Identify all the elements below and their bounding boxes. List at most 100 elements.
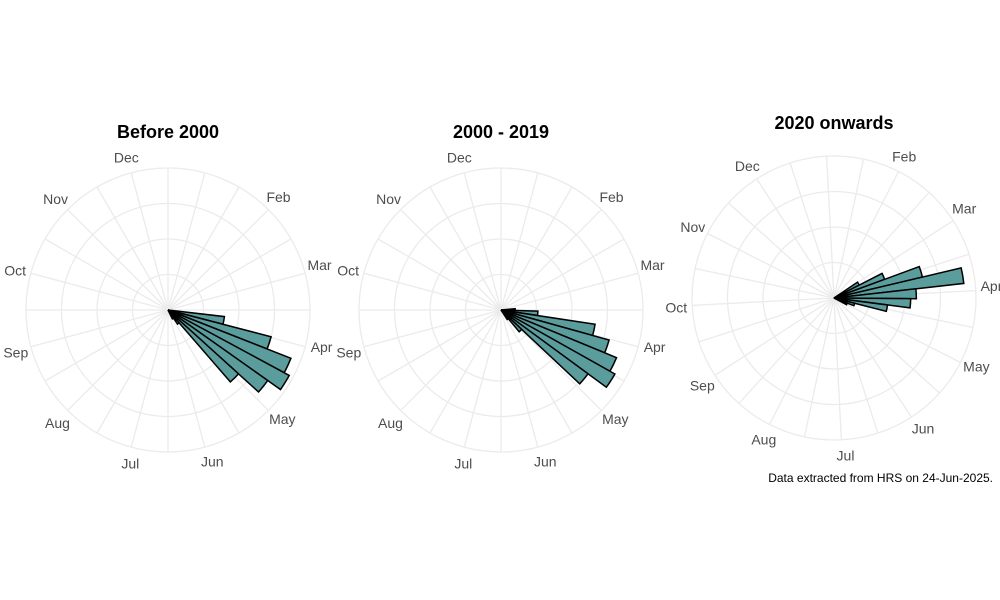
- grid-spoke: [377, 309, 502, 382]
- grid-spoke: [30, 272, 169, 311]
- grid-spoke: [833, 297, 940, 394]
- grid-spoke: [30, 309, 169, 348]
- polar-grid: [358, 167, 644, 453]
- grid-spoke: [67, 209, 169, 311]
- grid-spoke: [707, 232, 835, 299]
- month-label-apr: Apr: [311, 339, 333, 355]
- month-label-aug: Aug: [378, 415, 403, 431]
- grid-spoke: [833, 297, 961, 364]
- grid-spoke: [500, 172, 539, 311]
- month-label-feb: Feb: [599, 189, 623, 205]
- histogram-bar: [833, 297, 849, 306]
- histogram-bar: [167, 309, 269, 394]
- grid-spoke: [833, 171, 900, 299]
- histogram-bar: [167, 309, 291, 391]
- month-label-sep: Sep: [336, 344, 361, 360]
- grid-spoke: [756, 178, 835, 299]
- grid-spoke: [728, 202, 835, 299]
- grid-spoke: [500, 309, 573, 434]
- month-label-oct: Oct: [665, 300, 687, 316]
- month-label-jun: Jun: [912, 421, 935, 437]
- grid-spoke: [463, 309, 502, 448]
- month-label-mar: Mar: [640, 257, 664, 273]
- month-label-dec: Dec: [447, 150, 472, 166]
- data-source-caption: Data extracted from HRS on 24-Jun-2025.: [768, 471, 993, 485]
- grid-spoke: [429, 309, 502, 434]
- histogram-bar: [500, 309, 510, 321]
- grid-spoke: [96, 186, 169, 311]
- grid-spoke: [463, 172, 502, 311]
- month-label-apr: Apr: [981, 278, 1000, 294]
- month-label-jul: Jul: [837, 448, 855, 464]
- histogram-bar: [833, 267, 965, 299]
- month-label-may: May: [269, 411, 295, 427]
- panel-title: 2020 onwards: [774, 113, 893, 133]
- grid-spoke: [833, 297, 912, 418]
- grid-spoke: [167, 309, 240, 434]
- grid-spoke: [714, 297, 835, 376]
- grid-spoke: [67, 309, 169, 411]
- month-label-aug: Aug: [45, 415, 70, 431]
- grid-spoke: [429, 186, 502, 311]
- grid-circle: [691, 155, 977, 441]
- month-label-jun: Jun: [534, 454, 557, 470]
- grid-spoke: [167, 238, 292, 311]
- grid-spoke: [167, 186, 240, 311]
- month-labels: Feb Mar Apr May Jun Jul Aug Sep Oct Nov Dec: [3, 150, 332, 472]
- grid-spoke: [803, 297, 835, 438]
- histogram-bar: [167, 309, 175, 320]
- histogram-bar: [500, 309, 590, 385]
- month-label-nov: Nov: [376, 191, 401, 207]
- grid-spoke: [167, 309, 206, 448]
- month-labels: Dec Feb Mar Apr May Jun Jul Aug Sep Oct Nov: [336, 150, 665, 472]
- bars: [500, 307, 618, 389]
- grid-spoke: [363, 272, 502, 311]
- month-label-apr: Apr: [644, 339, 666, 355]
- grid-spoke: [167, 272, 306, 311]
- grid-spoke: [400, 209, 502, 311]
- month-label-may: May: [963, 358, 989, 374]
- month-label-dec: Dec: [735, 158, 760, 174]
- grid-spoke: [500, 238, 625, 311]
- bars: [167, 309, 292, 394]
- grid-spoke: [768, 297, 835, 425]
- grid-spoke: [833, 158, 865, 299]
- grid-spoke: [738, 297, 835, 404]
- grid-spoke: [692, 297, 835, 307]
- month-label-mar: Mar: [952, 201, 976, 217]
- month-label-sep: Sep: [690, 377, 715, 393]
- month-label-aug: Aug: [751, 432, 776, 448]
- grid-spoke: [130, 309, 169, 448]
- month-label-may: May: [602, 411, 628, 427]
- month-label-sep: Sep: [3, 344, 28, 360]
- month-label-oct: Oct: [4, 262, 26, 278]
- grid-spoke: [698, 297, 835, 343]
- grid-spoke: [694, 267, 835, 299]
- grid-spoke: [130, 172, 169, 311]
- histogram-bar: [833, 287, 918, 300]
- month-label-nov: Nov: [680, 219, 705, 235]
- month-label-mar: Mar: [307, 257, 331, 273]
- grid-spoke: [44, 309, 169, 382]
- grid-circle: [726, 190, 942, 406]
- month-label-jul: Jul: [454, 455, 472, 471]
- grid-spoke: [833, 297, 843, 440]
- polar-panel-before-2000: Before 2000 Feb Mar Apr May Jun Jul Aug Sep Oct N…: [3, 122, 332, 471]
- panel-title: 2000 - 2019: [453, 122, 549, 142]
- grid-spoke: [167, 172, 206, 311]
- month-label-oct: Oct: [337, 262, 359, 278]
- grid-spoke: [789, 162, 835, 299]
- polar-panel-2000-2019: 2000 - 2019 Dec Feb Mar Apr May Jun Jul Aug Sep O…: [336, 122, 665, 471]
- bars: [833, 265, 965, 313]
- grid-spoke: [96, 309, 169, 434]
- grid-spoke: [377, 238, 502, 311]
- histogram-bar: [167, 309, 240, 383]
- month-label-nov: Nov: [43, 191, 68, 207]
- panel-title: Before 2000: [117, 122, 219, 142]
- polar-panel-2020-onwards: 2020 onwards Dec Feb Mar Apr May Jun Jul Aug Sep…: [665, 113, 1000, 464]
- grid-spoke: [400, 309, 502, 411]
- month-label-feb: Feb: [892, 149, 916, 165]
- grid-spoke: [825, 156, 835, 299]
- month-label-jul: Jul: [121, 455, 139, 471]
